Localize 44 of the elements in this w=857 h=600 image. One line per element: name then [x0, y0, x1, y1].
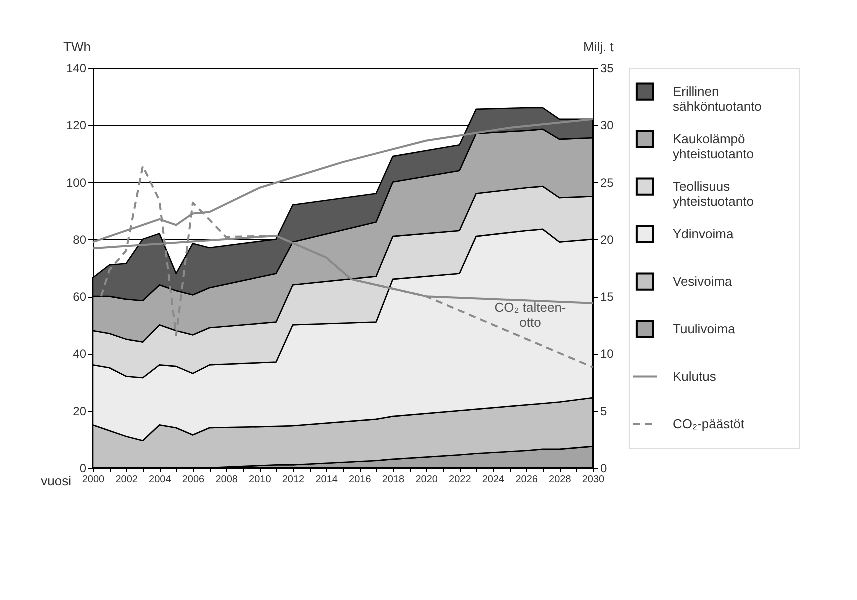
x-tick-label: 2014: [316, 474, 338, 486]
legend-label: Erillinen sähköntuotanto: [673, 84, 762, 114]
legend-label: Teollisuus yhteistuotanto: [673, 178, 754, 209]
y-tick-label: 40: [73, 347, 87, 362]
y2-tick-label: 5: [600, 404, 608, 418]
x-tick-label: 2020: [416, 474, 438, 486]
x-tick-label: 2002: [116, 474, 138, 486]
y2-axis-title: Milj. t: [584, 40, 614, 54]
x-axis-title: vuosi: [41, 474, 72, 488]
legend-label: Kaukolämpö yhteistuotanto: [673, 131, 754, 162]
legend-label: Kulutus: [673, 368, 717, 384]
y-tick-label: 120: [66, 118, 87, 133]
legend-label: Ydinvoima: [673, 226, 734, 242]
x-tick-label: 2028: [549, 474, 572, 486]
annotation: CO₂ talteen-otto: [494, 300, 566, 330]
y2-tick-label: 25: [600, 176, 614, 190]
x-tick-label: 2000: [82, 474, 106, 486]
y-tick-label: 100: [66, 176, 87, 190]
x-tick-label: 2030: [582, 474, 606, 486]
y2-tick-label: 35: [600, 62, 614, 76]
y-tick-label: 0: [80, 462, 87, 476]
y-tick-label: 60: [73, 290, 87, 304]
y2-tick-label: 30: [600, 118, 614, 133]
y2-tick-label: 10: [600, 347, 614, 362]
x-tick-label: 2026: [516, 474, 538, 486]
x-tick-label: 2006: [182, 474, 206, 486]
x-tick-label: 2004: [149, 474, 172, 486]
y2-tick-label: 0: [600, 462, 608, 476]
x-tick-label: 2012: [282, 474, 306, 486]
x-tick-label: 2024: [482, 474, 506, 486]
y-tick-label: 80: [73, 232, 87, 247]
legend-label: Tuulivoima: [673, 321, 736, 336]
x-tick-label: 2008: [216, 474, 238, 486]
legend-label: CO₂-päästöt: [673, 416, 745, 432]
x-tick-label: 2016: [349, 474, 372, 486]
y2-tick-label: 20: [600, 232, 614, 247]
y-axis-title: TWh: [64, 40, 91, 54]
legend-label: Vesivoima: [673, 274, 734, 289]
y-tick-label: 20: [73, 404, 87, 418]
y2-tick-label: 15: [600, 290, 614, 304]
x-tick-label: 2010: [249, 474, 272, 486]
y-tick-label: 140: [66, 62, 87, 76]
x-tick-label: 2022: [449, 474, 472, 486]
x-tick-label: 2018: [382, 474, 406, 486]
